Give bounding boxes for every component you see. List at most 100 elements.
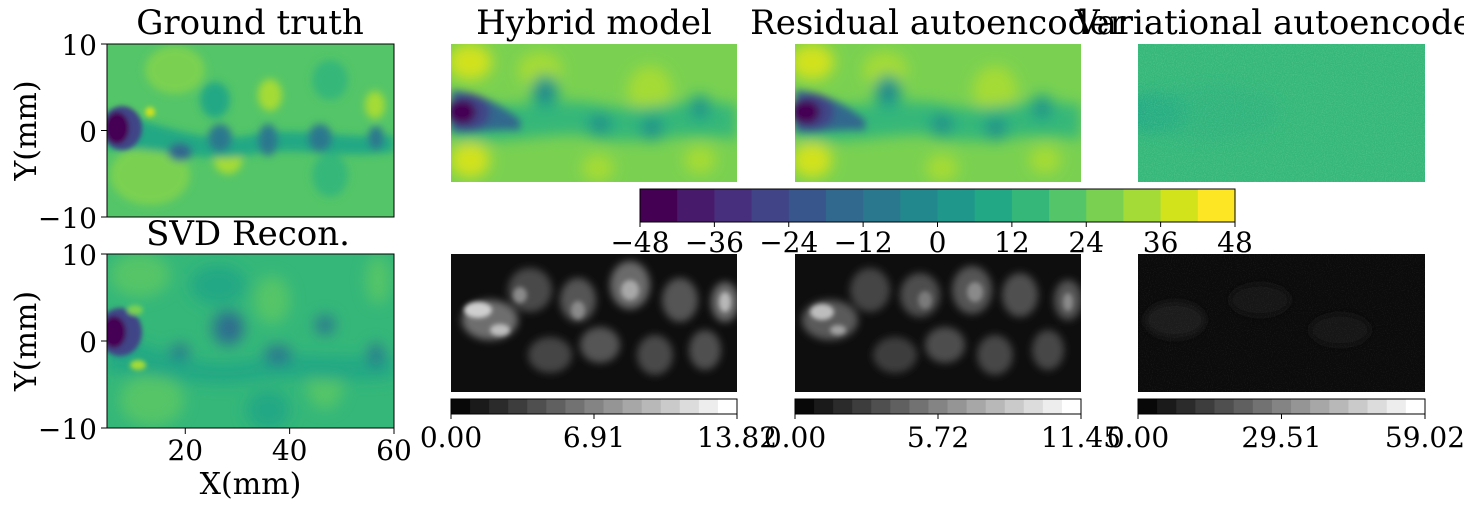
error-colorbars: 0.00 6.91 13.820.00 5.72 11.450.00 29.51 59.02 <box>420 398 1464 454</box>
field-colorbar-segment <box>788 189 827 222</box>
error-colorbar-tick-label: 0.00 <box>764 421 826 454</box>
variational-error-field <box>1138 254 1425 392</box>
title-variational-autoencoder: Variational autoencoder <box>1074 3 1464 43</box>
svd-recon-y-axis-label: Y(mm) <box>9 291 44 392</box>
error-colorbar-tick-label: 6.91 <box>563 421 625 454</box>
error-colorbar-segment <box>1042 399 1063 414</box>
svd-recon-xtick-label: 40 <box>272 434 308 467</box>
residual-error-field <box>795 254 1081 392</box>
field-colorbar-segment <box>714 189 753 222</box>
field-colorbar-tick-label: 36 <box>1143 226 1179 259</box>
error-colorbar-segment <box>1061 399 1082 414</box>
field-colorbar-tick-label: −24 <box>759 226 818 259</box>
error-colorbar: 0.00 29.51 59.02 <box>1107 398 1464 454</box>
field-colorbar-tick-label: 0 <box>929 226 947 259</box>
error-colorbar-segment <box>1348 399 1369 414</box>
error-colorbar-tick-label: 0.00 <box>420 421 482 454</box>
error-colorbar-tick-label: 0.00 <box>1107 421 1169 454</box>
error-colorbar-segment <box>1138 399 1158 414</box>
svd-recon-ytick-label: 0 <box>79 326 97 359</box>
error-colorbar-segment <box>1176 399 1196 414</box>
error-colorbar-segment <box>1023 399 1044 414</box>
ground-truth-y-axis-label: Y(mm) <box>9 80 44 181</box>
error-colorbar-segment <box>451 399 471 414</box>
field-colorbar-segment <box>677 189 715 222</box>
error-colorbar-segment <box>1291 399 1311 414</box>
field-colorbar-segment <box>640 189 678 222</box>
error-colorbar-segment <box>947 399 968 414</box>
error-colorbar-segment <box>871 399 891 414</box>
error-colorbar-segment <box>1329 399 1349 414</box>
error-colorbar-segment <box>679 399 700 414</box>
field-colorbar-tick-label: −48 <box>610 226 669 259</box>
field-colorbar-segment <box>1160 189 1199 222</box>
field-colorbar-tick-label: −36 <box>685 226 744 259</box>
svd-recon-xtick-label: 20 <box>167 434 203 467</box>
svd-recon-axes: 10 0 −10 20 40 60 X(mm) Y(mm) <box>9 239 412 502</box>
ground-truth-axes: 10 0 −10 Y(mm) <box>9 29 107 235</box>
error-colorbar-segment <box>660 399 681 414</box>
error-colorbar-segment <box>814 399 834 414</box>
error-colorbar-segment <box>584 399 605 414</box>
error-colorbar-segment <box>1252 399 1273 414</box>
error-colorbar-segment <box>1310 399 1330 414</box>
field-colorbar-segment <box>1123 189 1162 222</box>
ground-truth-ytick-label: 10 <box>61 29 97 62</box>
ground-truth-ytick-label: 0 <box>79 116 97 149</box>
error-colorbar-segment <box>795 399 815 414</box>
error-colorbar-segment <box>966 399 987 414</box>
error-colorbar-segment <box>1386 399 1407 414</box>
title-svd-recon: SVD Recon. <box>146 214 350 254</box>
error-colorbar-segment <box>470 399 490 414</box>
error-colorbar-segment <box>1233 399 1254 414</box>
error-colorbar-segment <box>909 399 929 414</box>
error-colorbar-tick-label: 13.82 <box>697 421 777 454</box>
field-colorbar-tick-label: 12 <box>994 226 1030 259</box>
error-colorbar-segment <box>1195 399 1216 414</box>
title-ground-truth: Ground truth <box>136 3 364 43</box>
field-colorbar: −48 −36 −24 −12 0 12 24 36 48 <box>610 188 1253 259</box>
field-colorbar-segment <box>974 189 1013 222</box>
title-hybrid-model: Hybrid model <box>476 3 712 43</box>
error-colorbar-segment <box>1004 399 1025 414</box>
error-colorbar-segment <box>985 399 1006 414</box>
error-colorbar-tick-label: 29.51 <box>1241 421 1321 454</box>
field-colorbar-segment <box>751 189 790 222</box>
field-colorbar-tick-label: −12 <box>834 226 893 259</box>
error-colorbar-segment <box>508 399 528 414</box>
error-colorbar-segment <box>1271 399 1292 414</box>
error-colorbar-segment <box>565 399 585 414</box>
svd-recon-ytick-label: −10 <box>38 413 97 446</box>
error-colorbar-segment <box>717 399 738 414</box>
variational-autoencoder-field <box>1138 44 1425 182</box>
title-residual-autoencoder: Residual autoencoder <box>750 3 1126 43</box>
field-colorbar-segment <box>863 189 901 222</box>
error-colorbar: 0.00 6.91 13.82 <box>420 398 777 454</box>
field-colorbar-tick-label: 48 <box>1217 226 1253 259</box>
field-colorbar-segment <box>937 189 976 222</box>
error-colorbar: 0.00 5.72 11.45 <box>764 398 1121 454</box>
field-colorbar-segment <box>1086 189 1124 222</box>
error-colorbar-segment <box>622 399 643 414</box>
error-colorbar-tick-label: 5.72 <box>907 421 969 454</box>
field-colorbar-segment <box>1049 189 1087 222</box>
error-colorbar-segment <box>1367 399 1388 414</box>
error-colorbar-segment <box>1214 399 1235 414</box>
error-colorbar-tick-label: 59.02 <box>1385 421 1464 454</box>
field-colorbar-segment <box>1011 189 1050 222</box>
hybrid-error-field <box>451 254 737 392</box>
error-colorbar-segment <box>890 399 910 414</box>
error-colorbar-segment <box>928 399 949 414</box>
error-colorbar-segment <box>489 399 509 414</box>
error-colorbar-segment <box>833 399 853 414</box>
field-colorbar-tick-label: 24 <box>1068 226 1104 259</box>
ground-truth-ytick-label: −10 <box>38 202 97 235</box>
error-colorbar-segment <box>546 399 566 414</box>
error-colorbar-segment <box>1405 399 1426 414</box>
svd-recon-field <box>107 254 394 428</box>
svd-recon-ytick-label: 10 <box>61 239 97 272</box>
residual-autoencoder-field <box>795 44 1081 182</box>
hybrid-model-field <box>451 44 737 182</box>
error-colorbar-segment <box>603 399 624 414</box>
